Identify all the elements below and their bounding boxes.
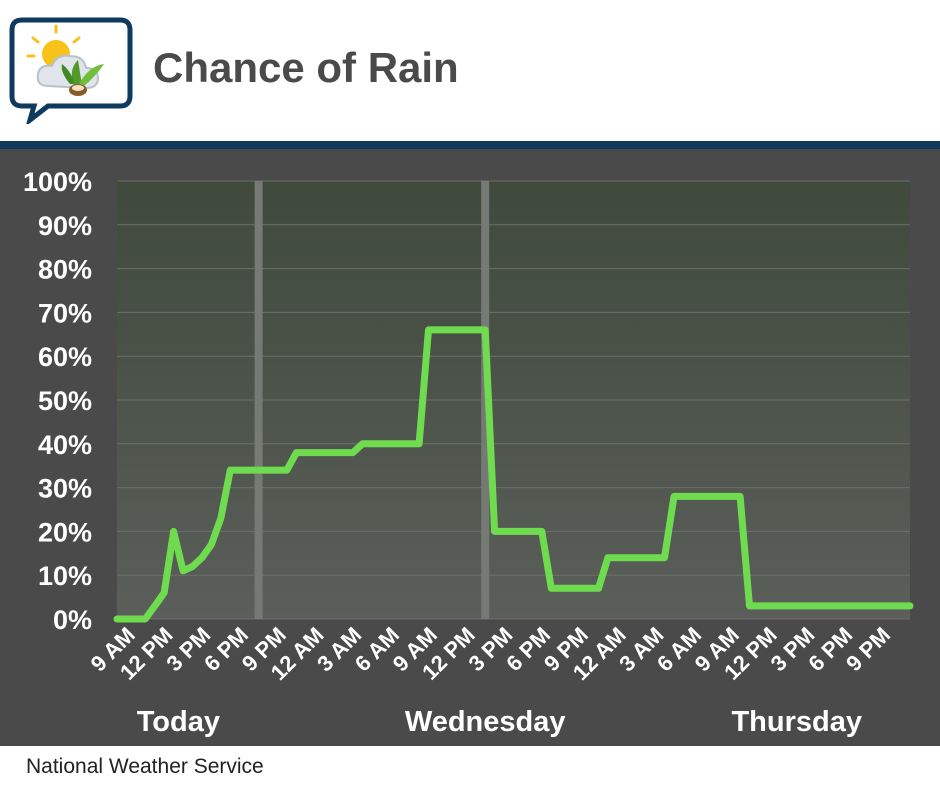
y-tick-label: 60%: [38, 342, 92, 372]
weather-logo-icon: [9, 17, 133, 124]
y-tick-label: 50%: [38, 386, 92, 416]
y-tick-label: 20%: [38, 517, 92, 547]
page-title: Chance of Rain: [153, 44, 459, 91]
header-divider: [0, 141, 940, 149]
day-label: Today: [137, 706, 220, 738]
y-tick-label: 100%: [23, 167, 92, 197]
y-tick-label: 10%: [38, 561, 92, 591]
y-tick-label: 80%: [38, 255, 92, 285]
header: Chance of Rain: [0, 0, 940, 142]
rain-chance-series-line: [113, 326, 914, 623]
y-tick-label: 90%: [38, 211, 92, 241]
y-tick-label: 30%: [38, 474, 92, 504]
day-label: Wednesday: [405, 706, 566, 738]
y-tick-label: 40%: [38, 430, 92, 460]
y-tick-label: 0%: [53, 605, 92, 635]
x-tick-label: 9 PM: [841, 622, 895, 676]
y-tick-label: 70%: [38, 298, 92, 328]
day-label: Thursday: [731, 706, 862, 738]
rain-chance-chart: 0%10%20%30%40%50%60%70%80%90%100%9 AM12 …: [23, 167, 914, 738]
chart-panel: 0% 10% 20% 30% 40% 50% 60% 70% 80% 90% 100% 9 AM 12 …: [0, 149, 940, 746]
source-credit: National Weather Service: [26, 755, 264, 778]
